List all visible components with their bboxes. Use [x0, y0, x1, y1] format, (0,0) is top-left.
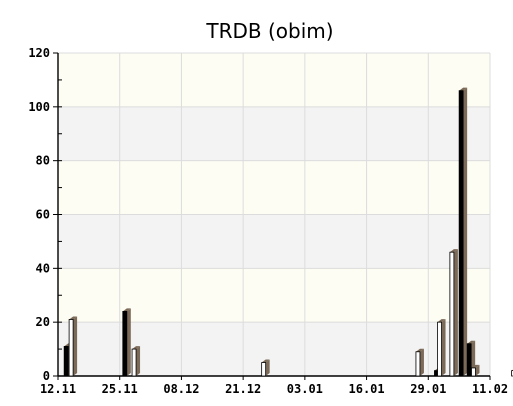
bar-shadow-top	[261, 359, 270, 363]
y-tick-label: 100	[28, 100, 50, 114]
plot-band	[58, 214, 490, 269]
bar	[466, 343, 472, 377]
x-tick-label: 03.01	[287, 382, 323, 396]
bar	[511, 370, 513, 377]
bar	[131, 348, 137, 377]
bar-shadow-top	[459, 87, 468, 91]
x-tick-label: 29.01	[410, 382, 446, 396]
bar-shadow-top	[471, 364, 480, 368]
y-tick-label: 0	[43, 369, 50, 383]
bar-shadow-top	[415, 348, 424, 352]
chart-title: TRDB (obim)	[205, 19, 333, 43]
bar-shadow-top	[69, 316, 78, 320]
plot-band	[58, 160, 490, 215]
x-tick-label: 25.11	[102, 382, 138, 396]
bar	[261, 362, 267, 377]
bar-shadow	[73, 316, 78, 376]
x-tick-label: 11.02	[472, 382, 508, 396]
bar	[458, 90, 464, 377]
y-tick-label: 120	[28, 46, 50, 60]
y-tick-label: 20	[36, 315, 50, 329]
bar-shadow-top	[467, 340, 476, 344]
bar-shadow	[136, 346, 141, 376]
bar-shadow	[463, 87, 468, 376]
bar	[437, 321, 442, 377]
plot-band	[58, 106, 490, 161]
x-tick-label: 12.11	[40, 382, 76, 396]
bar-shadow-top	[449, 249, 458, 253]
bar	[68, 319, 74, 377]
bar-shadow	[441, 319, 446, 376]
bar-shadow	[419, 348, 424, 376]
x-tick-label: 16.01	[349, 382, 385, 396]
bar-shadow	[126, 308, 131, 376]
y-tick-label: 60	[36, 208, 50, 222]
x-tick-label: 08.12	[163, 382, 199, 396]
plot-area: 0 20 40 60 80 100 120 12.11 25.11 08.12 21.12 03.01…	[28, 46, 513, 396]
bar-shadow	[453, 249, 458, 376]
bar	[63, 345, 69, 377]
bar-shadow	[265, 359, 270, 376]
bar-shadow-top	[437, 319, 446, 323]
y-tick-label: 40	[36, 261, 50, 275]
bar	[122, 310, 128, 377]
y-tick-label: 80	[36, 154, 50, 168]
x-tick-label: 21.12	[225, 382, 261, 396]
plot-band	[58, 53, 490, 107]
bar	[449, 251, 455, 377]
bar-shadow	[475, 364, 480, 376]
bar-shadow-top	[122, 308, 131, 312]
bar-shadow-top	[132, 346, 141, 350]
bar	[471, 367, 476, 377]
bar	[415, 351, 421, 377]
